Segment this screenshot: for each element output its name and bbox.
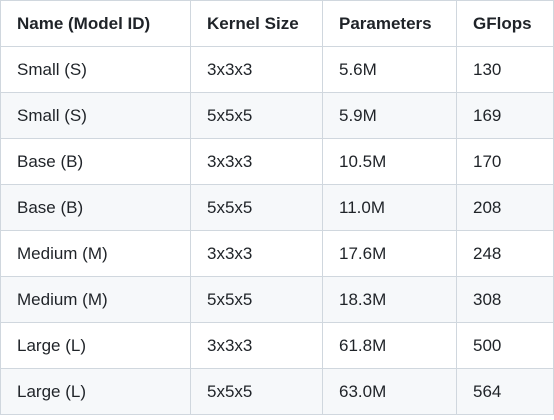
table-header: Name (Model ID) Kernel Size Parameters G… [0,0,554,47]
table-row: Medium (M) 5x5x5 18.3M 308 [0,276,554,323]
cell-name: Medium (M) [0,276,191,323]
table-row: Base (B) 5x5x5 11.0M 208 [0,184,554,231]
cell-gflops: 564 [456,368,554,415]
table-row: Small (S) 3x3x3 5.6M 130 [0,46,554,93]
cell-name: Base (B) [0,184,191,231]
table-row: Small (S) 5x5x5 5.9M 169 [0,92,554,139]
cell-gflops: 130 [456,46,554,93]
table-row: Medium (M) 3x3x3 17.6M 248 [0,230,554,277]
header-name: Name (Model ID) [0,0,191,47]
cell-gflops: 308 [456,276,554,323]
cell-kernel-size: 3x3x3 [190,322,323,369]
cell-kernel-size: 5x5x5 [190,276,323,323]
cell-parameters: 18.3M [322,276,457,323]
table-row: Large (L) 5x5x5 63.0M 564 [0,368,554,415]
cell-kernel-size: 5x5x5 [190,368,323,415]
cell-parameters: 17.6M [322,230,457,277]
cell-parameters: 10.5M [322,138,457,185]
cell-gflops: 248 [456,230,554,277]
cell-gflops: 170 [456,138,554,185]
header-kernel-size: Kernel Size [190,0,323,47]
cell-name: Small (S) [0,92,191,139]
cell-parameters: 63.0M [322,368,457,415]
cell-name: Large (L) [0,322,191,369]
cell-name: Large (L) [0,368,191,415]
cell-kernel-size: 3x3x3 [190,46,323,93]
cell-kernel-size: 5x5x5 [190,184,323,231]
header-row: Name (Model ID) Kernel Size Parameters G… [0,0,554,47]
table-row: Base (B) 3x3x3 10.5M 170 [0,138,554,185]
cell-name: Medium (M) [0,230,191,277]
header-gflops: GFlops [456,0,554,47]
cell-gflops: 169 [456,92,554,139]
cell-parameters: 5.9M [322,92,457,139]
cell-name: Small (S) [0,46,191,93]
cell-kernel-size: 5x5x5 [190,92,323,139]
cell-kernel-size: 3x3x3 [190,138,323,185]
cell-gflops: 208 [456,184,554,231]
cell-kernel-size: 3x3x3 [190,230,323,277]
table-row: Large (L) 3x3x3 61.8M 500 [0,322,554,369]
cell-parameters: 5.6M [322,46,457,93]
cell-parameters: 61.8M [322,322,457,369]
cell-gflops: 500 [456,322,554,369]
table-body: Small (S) 3x3x3 5.6M 130 Small (S) 5x5x5… [0,46,554,415]
cell-name: Base (B) [0,138,191,185]
header-parameters: Parameters [322,0,457,47]
cell-parameters: 11.0M [322,184,457,231]
